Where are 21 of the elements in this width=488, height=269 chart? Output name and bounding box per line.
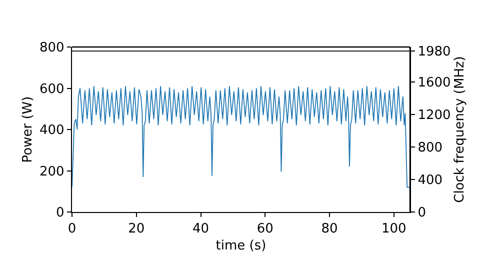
- y2-axis-title: Clock frequency (MHz): [452, 56, 468, 203]
- y-axis-title: Power (W): [20, 96, 36, 163]
- y2-tick-label: 400: [418, 173, 443, 188]
- y-tick-label: 600: [39, 82, 64, 97]
- y2-tick-label: 1200: [418, 108, 451, 124]
- y2-tick-label: 1600: [418, 76, 451, 90]
- y2-tick-label: 800: [418, 140, 443, 156]
- y2-tick-label: 0: [418, 206, 426, 221]
- x-tick-label: 40: [192, 222, 210, 237]
- y2-tick-label: 1980: [418, 44, 451, 60]
- x-tick-label: 60: [256, 222, 274, 237]
- line-series: [72, 86, 410, 188]
- x-axis-title: time (s): [216, 238, 266, 254]
- y-tick-label: 0: [56, 206, 64, 221]
- x-tick-label: 0: [68, 222, 76, 237]
- y-tick-label: 800: [39, 40, 64, 56]
- x-tick-label: 100: [381, 222, 406, 237]
- x-tick-label: 80: [321, 222, 338, 237]
- y-tick-label: 400: [39, 123, 64, 138]
- y-tick-label: 200: [39, 164, 64, 180]
- x-tick-label: 20: [128, 222, 145, 237]
